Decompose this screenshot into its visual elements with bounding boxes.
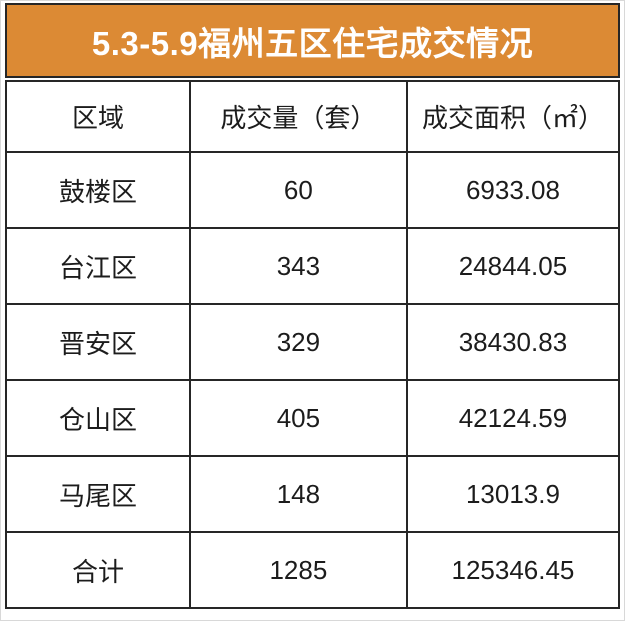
total-area-cell: 125346.45 [405, 531, 621, 609]
volume-cell: 343 [188, 227, 408, 305]
column-header-volume: 成交量（套） [188, 80, 408, 153]
region-cell: 马尾区 [5, 455, 191, 533]
table-row-cangshan: 仓山区 405 42124.59 [5, 379, 621, 457]
header-row: 区域 成交量（套） 成交面积（㎡） [5, 80, 621, 153]
volume-cell: 405 [188, 379, 408, 457]
region-cell: 台江区 [5, 227, 191, 305]
total-label-cell: 合计 [5, 531, 191, 609]
region-cell: 晋安区 [5, 303, 191, 381]
total-volume-cell: 1285 [188, 531, 408, 609]
table-row-jinan: 晋安区 329 38430.83 [5, 303, 621, 381]
title-bar: 5.3-5.9福州五区住宅成交情况 [5, 3, 620, 78]
area-cell: 13013.9 [405, 455, 621, 533]
total-row: 合计 1285 125346.45 [5, 531, 621, 609]
transactions-table: 区域 成交量（套） 成交面积（㎡） 鼓楼区 60 6933.08 台江区 343… [5, 80, 621, 609]
area-cell: 6933.08 [405, 151, 621, 229]
table-row-taijiang: 台江区 343 24844.05 [5, 227, 621, 305]
page-title: 5.3-5.9福州五区住宅成交情况 [91, 24, 534, 62]
area-cell: 38430.83 [405, 303, 621, 381]
table-row-mawei: 马尾区 148 13013.9 [5, 455, 621, 533]
region-cell: 仓山区 [5, 379, 191, 457]
table-row-gulou: 鼓楼区 60 6933.08 [5, 151, 621, 229]
volume-cell: 148 [188, 455, 408, 533]
area-cell: 24844.05 [405, 227, 621, 305]
region-cell: 鼓楼区 [5, 151, 191, 229]
column-header-region: 区域 [5, 80, 191, 153]
volume-cell: 60 [188, 151, 408, 229]
area-cell: 42124.59 [405, 379, 621, 457]
volume-cell: 329 [188, 303, 408, 381]
column-header-area: 成交面积（㎡） [405, 80, 621, 153]
